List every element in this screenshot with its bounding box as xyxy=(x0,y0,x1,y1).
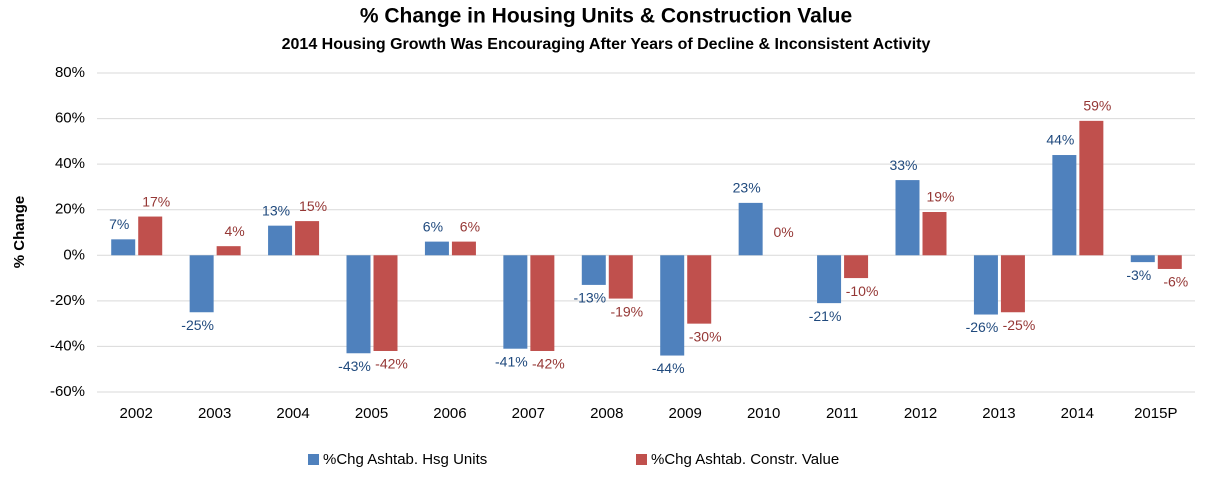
y-tick-label: 80% xyxy=(55,64,85,81)
bar xyxy=(1157,255,1182,269)
x-tick-label: 2002 xyxy=(120,405,153,422)
data-label: 23% xyxy=(733,180,761,196)
data-label: 4% xyxy=(225,223,245,239)
bar xyxy=(817,255,842,304)
y-tick-label: 40% xyxy=(55,155,85,172)
bar xyxy=(973,255,998,315)
chart-subtitle: 2014 Housing Growth Was Encouraging Afte… xyxy=(282,36,931,53)
y-tick-label: -40% xyxy=(50,337,85,354)
bar xyxy=(111,239,136,256)
y-tick-label: 60% xyxy=(55,110,85,127)
data-label: 33% xyxy=(889,157,917,173)
bar xyxy=(1079,120,1104,256)
data-label: -44% xyxy=(652,360,685,376)
data-label: -13% xyxy=(573,290,606,306)
x-tick-label: 2005 xyxy=(355,405,388,422)
data-label: -43% xyxy=(338,358,371,374)
bar xyxy=(424,241,449,256)
chart-title: % Change in Housing Units & Construction… xyxy=(360,5,852,28)
data-label: -19% xyxy=(610,303,643,319)
x-tick-label: 2015P xyxy=(1134,405,1177,422)
y-tick-label: 0% xyxy=(63,246,85,263)
bar xyxy=(503,255,528,349)
x-tick-label: 2004 xyxy=(276,405,309,422)
bar xyxy=(922,211,947,256)
x-tick-label: 2006 xyxy=(433,405,466,422)
bar xyxy=(1000,255,1025,313)
y-tick-label: 20% xyxy=(55,201,85,218)
x-tick-label: 2010 xyxy=(747,405,780,422)
data-label: -30% xyxy=(689,328,722,344)
data-label: 6% xyxy=(460,218,480,234)
bar xyxy=(687,255,712,324)
x-tick-label: 2012 xyxy=(904,405,937,422)
bar xyxy=(530,255,555,351)
data-label: -41% xyxy=(495,353,528,369)
data-label: -6% xyxy=(1163,274,1188,290)
data-label: 17% xyxy=(142,193,170,209)
x-tick-label: 2003 xyxy=(198,405,231,422)
legend-label: %Chg Ashtab. Hsg Units xyxy=(323,451,487,468)
bar xyxy=(451,241,476,256)
bar xyxy=(189,255,214,313)
data-label: 44% xyxy=(1046,132,1074,148)
data-label: 6% xyxy=(423,218,443,234)
bar xyxy=(660,255,685,356)
bar xyxy=(1052,155,1077,256)
x-tick-label: 2007 xyxy=(512,405,545,422)
data-label: -10% xyxy=(846,283,879,299)
data-label: 13% xyxy=(262,202,290,218)
bar xyxy=(216,246,241,256)
data-label: -42% xyxy=(375,356,408,372)
x-tick-label: 2011 xyxy=(826,405,858,422)
bar xyxy=(268,225,293,256)
y-tick-label: -60% xyxy=(50,383,85,400)
y-axis-title: % Change xyxy=(11,196,28,269)
x-tick-label: 2013 xyxy=(982,405,1015,422)
data-label: 7% xyxy=(109,216,129,232)
data-label: -21% xyxy=(809,308,842,324)
bar xyxy=(1130,255,1155,263)
y-tick-label: -20% xyxy=(50,292,85,309)
data-label: -42% xyxy=(532,356,565,372)
data-label: -26% xyxy=(966,319,999,335)
data-label: 19% xyxy=(926,189,954,205)
x-tick-label: 2014 xyxy=(1061,405,1094,422)
bar xyxy=(895,180,920,256)
data-label: 0% xyxy=(774,224,794,240)
bar xyxy=(346,255,371,354)
data-label: -3% xyxy=(1126,267,1151,283)
bar xyxy=(581,255,606,285)
legend-label: %Chg Ashtab. Constr. Value xyxy=(651,451,839,468)
bar xyxy=(295,221,320,256)
data-label: 59% xyxy=(1083,98,1111,114)
bar xyxy=(138,216,163,256)
bar xyxy=(608,255,633,299)
data-label: -25% xyxy=(181,317,214,333)
legend-swatch xyxy=(636,454,647,465)
data-label: 15% xyxy=(299,198,327,214)
x-tick-label: 2008 xyxy=(590,405,623,422)
data-label: -25% xyxy=(1003,317,1036,333)
legend-swatch xyxy=(308,454,319,465)
bar xyxy=(373,255,398,351)
bar xyxy=(844,255,869,279)
bar xyxy=(738,202,763,256)
x-tick-label: 2009 xyxy=(669,405,702,422)
